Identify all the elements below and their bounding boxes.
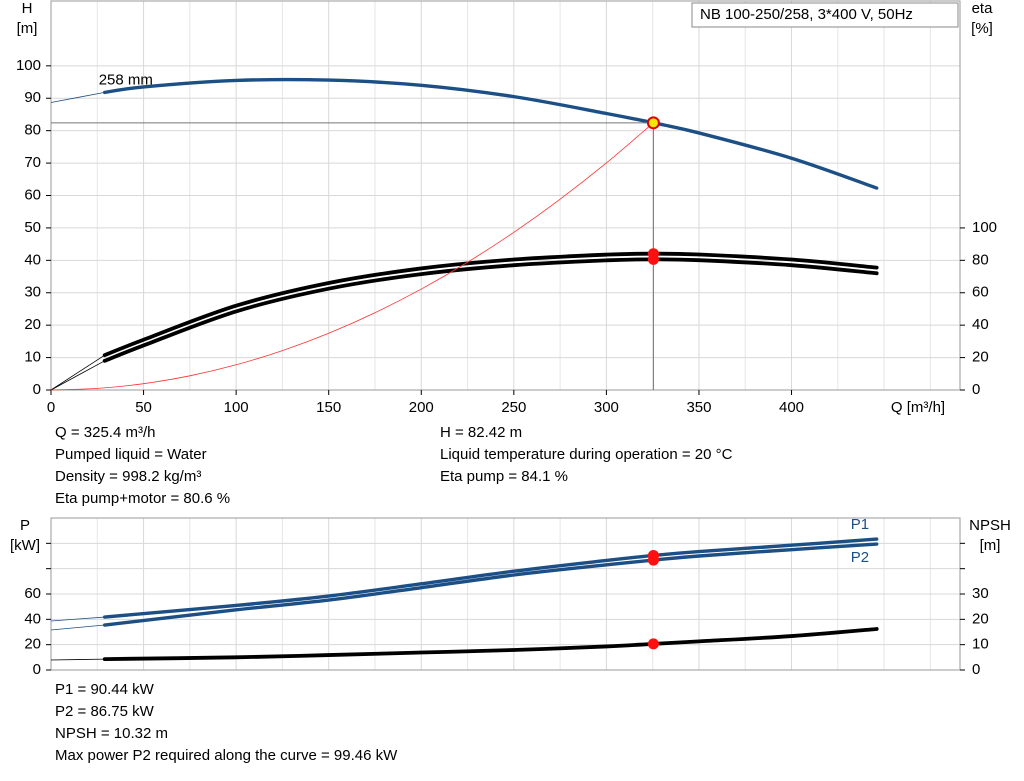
operating-point bbox=[647, 554, 659, 566]
curve bbox=[102, 77, 879, 190]
y-axis-unit: [m] bbox=[17, 20, 38, 37]
curve bbox=[102, 257, 879, 363]
y2-axis-title: NPSH bbox=[969, 517, 1011, 534]
y-tick-label: 70 bbox=[24, 154, 41, 171]
y-tick-label: 60 bbox=[24, 186, 41, 203]
y-tick-label: 20 bbox=[24, 316, 41, 333]
curve-label: P2 bbox=[851, 549, 869, 566]
curve bbox=[102, 251, 879, 358]
operating-point bbox=[646, 116, 660, 130]
y-tick-label: 20 bbox=[24, 636, 41, 653]
y2-tick-label: 60 bbox=[972, 284, 989, 301]
curve-extension bbox=[50, 658, 105, 661]
x-tick-label: 250 bbox=[501, 399, 526, 416]
curve-extension bbox=[50, 616, 105, 622]
x-tick-label: 50 bbox=[135, 399, 152, 416]
info-text: P1 = 90.44 kW bbox=[55, 681, 155, 698]
y-tick-label: 10 bbox=[24, 349, 41, 366]
x-tick-label: 100 bbox=[224, 399, 249, 416]
y-tick-label: 80 bbox=[24, 122, 41, 139]
y2-tick-label: 30 bbox=[972, 585, 989, 602]
y-tick-label: 0 bbox=[33, 661, 41, 678]
y2-tick-label: 20 bbox=[972, 349, 989, 366]
curve-extension bbox=[50, 92, 105, 103]
x-tick-label: 300 bbox=[594, 399, 619, 416]
info-text: Max power P2 required along the curve = … bbox=[55, 747, 398, 764]
y-axis-title: H bbox=[22, 0, 33, 17]
info-text: Pumped liquid = Water bbox=[55, 446, 207, 463]
y2-tick-label: 20 bbox=[972, 610, 989, 627]
info-text: Liquid temperature during operation = 20… bbox=[440, 446, 733, 463]
y2-axis-title: eta bbox=[972, 0, 994, 17]
x-tick-label: 0 bbox=[47, 399, 55, 416]
y-tick-label: 0 bbox=[33, 381, 41, 398]
curve-extension bbox=[50, 624, 105, 631]
y-axis-title: P bbox=[20, 517, 30, 534]
y2-tick-label: 0 bbox=[972, 661, 980, 678]
y2-axis-unit: [%] bbox=[971, 20, 993, 37]
info-text: Density = 998.2 kg/m³ bbox=[55, 468, 201, 485]
curve bbox=[102, 627, 879, 662]
x-tick-label: 200 bbox=[409, 399, 434, 416]
y2-tick-label: 100 bbox=[972, 219, 997, 236]
y2-tick-label: 10 bbox=[972, 636, 989, 653]
y2-tick-label: 80 bbox=[972, 251, 989, 268]
x-axis-title: Q [m³/h] bbox=[891, 399, 945, 416]
y-axis-unit: [kW] bbox=[10, 537, 40, 554]
x-tick-label: 150 bbox=[316, 399, 341, 416]
curve-label: P1 bbox=[851, 516, 869, 533]
info-text: Eta pump = 84.1 % bbox=[440, 468, 568, 485]
curve-label: 258 mm bbox=[99, 71, 153, 88]
curve-extension bbox=[50, 360, 105, 391]
x-tick-label: 350 bbox=[686, 399, 711, 416]
y2-tick-label: 40 bbox=[972, 316, 989, 333]
curve bbox=[102, 542, 879, 627]
curve bbox=[102, 537, 879, 619]
operating-point bbox=[647, 253, 659, 265]
y-tick-label: 50 bbox=[24, 219, 41, 236]
y-tick-label: 60 bbox=[24, 585, 41, 602]
y-tick-label: 40 bbox=[24, 610, 41, 627]
operating-point bbox=[647, 638, 659, 650]
y-tick-label: 40 bbox=[24, 251, 41, 268]
info-text: Q = 325.4 m³/h bbox=[55, 424, 155, 441]
y2-axis-unit: [m] bbox=[980, 537, 1001, 554]
y2-tick-label: 0 bbox=[972, 381, 980, 398]
legend-box bbox=[691, 2, 959, 28]
info-text: Eta pump+motor = 80.6 % bbox=[55, 490, 230, 507]
y-tick-label: 90 bbox=[24, 89, 41, 106]
y-tick-label: 30 bbox=[24, 284, 41, 301]
info-text: NPSH = 10.32 m bbox=[55, 725, 168, 742]
legend-text: NB 100-250/258, 3*400 V, 50Hz bbox=[700, 6, 913, 23]
y-tick-label: 100 bbox=[16, 57, 41, 74]
x-tick-label: 400 bbox=[779, 399, 804, 416]
info-text: P2 = 86.75 kW bbox=[55, 703, 155, 720]
info-text: H = 82.42 m bbox=[440, 424, 522, 441]
curve bbox=[50, 122, 654, 391]
